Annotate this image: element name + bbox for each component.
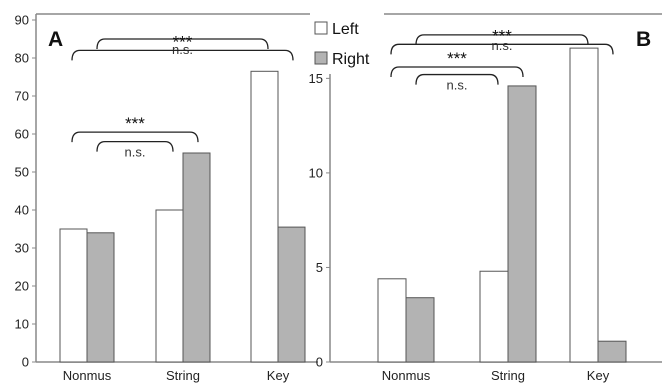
significance-bracket-b-3 bbox=[390, 43, 614, 55]
significance-label-a-0: n.s. bbox=[125, 145, 146, 160]
bar-b-left-nonmus bbox=[377, 278, 407, 363]
y-tick-label-a-4: 40 bbox=[15, 203, 29, 218]
bar-b-right-key bbox=[597, 340, 627, 363]
bar-b-right-string bbox=[507, 85, 537, 363]
panel-label-b: B bbox=[636, 28, 651, 51]
bar-a-right-nonmus bbox=[86, 232, 115, 363]
bar-b-right-nonmus bbox=[405, 297, 435, 363]
significance-bracket-a-3 bbox=[71, 49, 294, 61]
x-tick-label-a-1: String bbox=[166, 368, 200, 383]
x-tick-label-b-1: String bbox=[491, 368, 525, 383]
y-tick-label-b-0: 0 bbox=[316, 355, 323, 370]
bar-b-left-string bbox=[479, 270, 509, 363]
y-tick-label-a-3: 30 bbox=[15, 241, 29, 256]
significance-bracket-a-0 bbox=[96, 140, 174, 152]
legend-swatch-right bbox=[314, 51, 328, 65]
x-tick-label-b-0: Nonmus bbox=[382, 368, 431, 383]
y-tick-label-a-0: 0 bbox=[22, 355, 29, 370]
y-tick-label-a-8: 80 bbox=[15, 51, 29, 66]
x-tick-label-b-2: Key bbox=[587, 368, 610, 383]
bar-b-left-key bbox=[569, 47, 599, 363]
y-tick-label-a-7: 70 bbox=[15, 89, 29, 104]
significance-label-a-2: n.s. bbox=[172, 42, 193, 57]
significance-bracket-a-2 bbox=[96, 38, 269, 50]
legend-label-right: Right bbox=[332, 51, 370, 68]
significance-label-b-0: n.s. bbox=[447, 78, 468, 93]
legend-swatch-left bbox=[314, 21, 328, 35]
significance-bracket-b-1 bbox=[390, 66, 524, 78]
y-tick-label-a-1: 10 bbox=[15, 317, 29, 332]
significance-label-b-2: n.s. bbox=[492, 38, 513, 53]
bar-a-left-string bbox=[155, 209, 184, 363]
y-tick-label-a-9: 90 bbox=[15, 13, 29, 28]
bar-a-right-string bbox=[182, 152, 211, 363]
bar-a-left-key bbox=[250, 70, 279, 363]
y-tick-label-a-6: 60 bbox=[15, 127, 29, 142]
significance-label-b-3: *** bbox=[492, 26, 512, 45]
panel-label-a: A bbox=[48, 28, 63, 51]
x-tick-label-a-0: Nonmus bbox=[63, 368, 112, 383]
y-tick-label-b-3: 15 bbox=[309, 71, 323, 86]
y-tick-label-b-1: 5 bbox=[316, 260, 323, 275]
significance-bracket-b-2 bbox=[415, 34, 589, 45]
x-tick-label-a-2: Key bbox=[267, 368, 290, 383]
significance-label-a-1: *** bbox=[125, 114, 145, 133]
y-tick-label-a-5: 50 bbox=[15, 165, 29, 180]
bar-a-left-nonmus bbox=[59, 228, 88, 363]
y-tick-label-a-2: 20 bbox=[15, 279, 29, 294]
significance-label-b-1: *** bbox=[447, 49, 467, 68]
bar-a-right-key bbox=[277, 226, 306, 363]
significance-bracket-a-1 bbox=[71, 131, 199, 143]
legend: Left Right bbox=[310, 14, 384, 74]
significance-bracket-b-0 bbox=[415, 73, 499, 85]
y-tick-label-b-2: 10 bbox=[309, 165, 323, 180]
significance-label-a-3: *** bbox=[173, 32, 193, 51]
legend-label-left: Left bbox=[332, 21, 359, 38]
